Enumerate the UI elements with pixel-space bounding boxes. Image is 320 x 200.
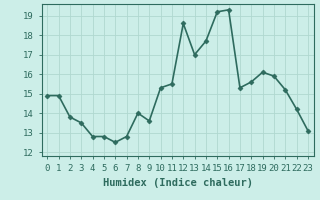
X-axis label: Humidex (Indice chaleur): Humidex (Indice chaleur) [103, 178, 252, 188]
